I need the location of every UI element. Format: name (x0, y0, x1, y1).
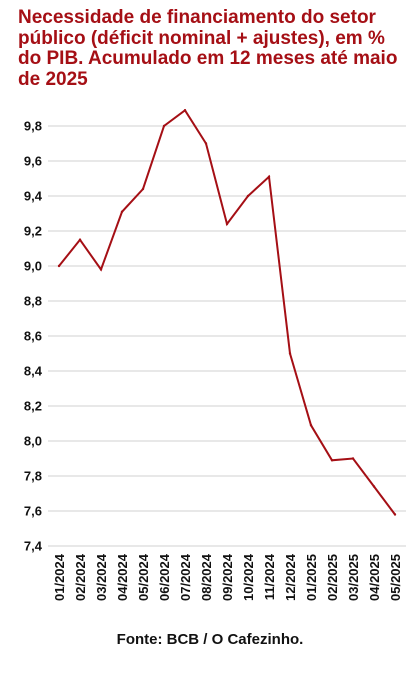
x-tick-label: 10/2024 (241, 553, 256, 601)
x-tick-label: 11/2024 (262, 553, 277, 600)
x-tick-label: 03/2025 (346, 554, 361, 601)
data-point (351, 457, 355, 460)
y-tick-label: 8,4 (24, 364, 43, 379)
data-point (246, 194, 250, 198)
x-tick-label: 03/2024 (94, 553, 109, 601)
data-point (288, 352, 292, 355)
y-tick-label: 9,2 (24, 224, 42, 239)
x-axis: 01/2024 02/2024 03/2024 04/2024 05/2024 06/20… (52, 553, 403, 601)
y-tick-label: 7,6 (24, 504, 42, 519)
data-point (141, 187, 145, 191)
data-point (393, 513, 397, 516)
y-tick-label: 7,4 (24, 539, 43, 554)
data-point (78, 238, 82, 241)
series-line (58, 108, 396, 516)
x-tick-label: 04/2024 (115, 553, 130, 601)
data-point (309, 424, 313, 427)
x-tick-label: 09/2024 (220, 553, 235, 601)
data-point (225, 222, 229, 226)
data-point (183, 109, 187, 112)
y-tick-label: 8,0 (24, 434, 42, 449)
y-axis: 9,8 9,6 9,4 9,2 9,0 8,8 8,6 8,4 8,2 8,0 7,8 7,6 7,4 (24, 119, 43, 554)
y-tick-label: 8,2 (24, 399, 42, 414)
y-tick-label: 9,4 (24, 189, 43, 204)
data-point (120, 210, 124, 213)
y-tick-label: 8,6 (24, 329, 42, 344)
gridlines (48, 125, 406, 547)
x-tick-label: 05/2024 (136, 553, 151, 601)
data-point (99, 268, 103, 271)
x-tick-label: 02/2025 (325, 554, 340, 601)
x-tick-label: 05/2025 (388, 554, 403, 601)
chart-title: Necessidade de financiamento do setor pú… (18, 7, 398, 90)
y-tick-label: 9,6 (24, 154, 42, 169)
data-point (372, 485, 376, 488)
series-layer (57, 108, 397, 516)
x-tick-label: 02/2024 (73, 553, 88, 601)
x-tick-label: 04/2025 (367, 554, 382, 601)
data-point (204, 142, 208, 145)
source-note: Fonte: BCB / O Cafezinho. (116, 631, 304, 648)
y-tick-label: 7,8 (24, 469, 42, 484)
data-point (57, 264, 61, 268)
y-tick-label: 8,8 (24, 294, 42, 309)
y-tick-label: 9,8 (24, 119, 42, 134)
x-tick-label: 08/2024 (199, 553, 214, 601)
x-tick-label: 07/2024 (178, 553, 193, 601)
x-tick-label: 01/2024 (52, 553, 67, 601)
data-point (267, 175, 271, 178)
data-point (162, 124, 166, 128)
data-point (330, 459, 334, 462)
x-tick-label: 12/2024 (283, 553, 298, 601)
x-tick-label: 01/2025 (304, 554, 319, 601)
y-tick-label: 9,0 (24, 259, 42, 274)
x-tick-label: 06/2024 (157, 553, 172, 601)
